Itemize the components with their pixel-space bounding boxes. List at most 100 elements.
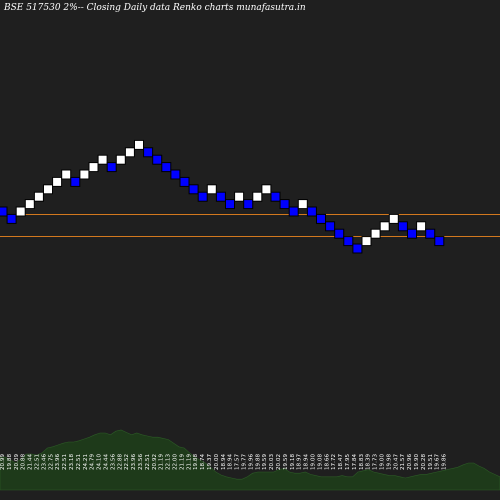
renko-brick-down — [325, 221, 336, 232]
renko-brick-up — [297, 199, 308, 210]
bottom-label: 17.95 — [345, 454, 351, 470]
bottom-label: 22.88 — [117, 454, 123, 470]
renko-brick-up — [134, 139, 144, 150]
renko-brick-down — [152, 154, 163, 165]
renko-brick-up — [43, 184, 53, 195]
bottom-label: 23.46 — [41, 454, 47, 470]
bottom-label: 17.57 — [235, 454, 241, 470]
bottom-label: 19.59 — [262, 454, 268, 470]
bottom-label: 19.86 — [442, 454, 448, 470]
renko-brick-down — [270, 191, 281, 202]
renko-brick-down — [161, 162, 172, 173]
bottom-label: 24.10 — [97, 454, 103, 470]
renko-brick-down — [279, 199, 290, 210]
renko-brick-up — [379, 221, 390, 232]
bottom-label: 18.47 — [338, 454, 344, 470]
bottom-label: 19.08 — [317, 454, 323, 470]
bottom-label: 19.51 — [428, 454, 434, 470]
renko-brick-up — [61, 169, 72, 180]
bottom-label: 18.66 — [324, 454, 330, 470]
bottom-label: 22.00 — [173, 454, 179, 470]
bottom-label: 18.97 — [297, 454, 303, 470]
renko-brick-down — [197, 191, 208, 202]
renko-brick-up — [370, 228, 381, 239]
bottom-label: 23.18 — [69, 454, 75, 470]
renko-brick-up — [388, 213, 399, 224]
renko-brick-up — [361, 236, 372, 247]
bottom-label: 22.51 — [35, 454, 41, 470]
bottom-label: 18.74 — [200, 454, 206, 470]
bottom-label: 20.92 — [152, 454, 158, 470]
renko-brick-down — [397, 221, 408, 232]
renko-brick-up — [52, 176, 63, 187]
bottom-label: 20.47 — [393, 454, 399, 470]
bottom-label: 17.73 — [373, 454, 379, 470]
bottom-label: 23.96 — [55, 454, 61, 470]
bottom-label: 22.51 — [76, 454, 82, 470]
bottom-label: 22.75 — [48, 454, 54, 470]
renko-brick-up — [252, 191, 263, 202]
bottom-label: 24.21 — [83, 454, 89, 470]
bottom-label: 19.90 — [414, 454, 420, 470]
bottom-label: 21.19 — [186, 454, 192, 470]
bottom-label: 23.56 — [138, 454, 144, 470]
bottom-label: 22.13 — [166, 454, 172, 470]
renko-brick-up — [124, 147, 135, 158]
renko-brick-up — [79, 169, 90, 180]
bottom-label: 19.88 — [193, 454, 199, 470]
bottom-label: 18.83 — [359, 454, 365, 470]
bottom-label: 20.09 — [14, 454, 20, 470]
bottom-label: 19.59 — [283, 454, 289, 470]
renko-brick-down — [215, 191, 226, 202]
renko-brick-up — [206, 184, 217, 195]
bottom-label: 19.96 — [248, 454, 254, 470]
renko-brick-down — [225, 199, 235, 210]
bottom-label: 20.96 — [407, 454, 413, 470]
renko-brick-down — [188, 184, 199, 195]
renko-brick-down — [352, 243, 363, 254]
renko-brick-up — [261, 184, 272, 195]
bottom-label: 21.44 — [28, 454, 34, 470]
bottom-label: 19.98 — [386, 454, 392, 470]
bottom-label: 18.94 — [221, 454, 227, 470]
bottom-label: 19.77 — [242, 454, 248, 470]
renko-brick-down — [143, 147, 154, 158]
renko-brick-down — [106, 162, 117, 173]
renko-brick-up — [97, 154, 108, 165]
bottom-label: 18.39 — [366, 454, 372, 470]
renko-brick-down — [334, 228, 345, 239]
bottom-label: 20.02 — [276, 454, 282, 470]
bottom-label: 23.56 — [110, 454, 116, 470]
renko-brick-down — [316, 213, 326, 224]
bottom-label: 20.00 — [214, 454, 220, 470]
renko-brick-down — [6, 213, 17, 224]
bottom-label: 22.51 — [62, 454, 68, 470]
bottom-label: 20.88 — [21, 454, 27, 470]
bottom-label: 19.88 — [255, 454, 261, 470]
renko-brick-down — [0, 206, 8, 217]
bottom-label: 20.03 — [269, 454, 275, 470]
bottom-label: 19.18 — [290, 454, 296, 470]
bottom-label: 20.28 — [421, 454, 427, 470]
renko-brick-up — [234, 191, 245, 202]
renko-brick-down — [70, 176, 81, 187]
bottom-label: 19.00 — [311, 454, 317, 470]
bottom-label: 22.51 — [145, 454, 151, 470]
bottom-label: 21.19 — [159, 454, 165, 470]
bottom-labels-layer: 20.99 19.88 20.09 20.88 21.44 22.51 23.46 22.75… — [0, 454, 448, 470]
bottom-label: 17.84 — [352, 454, 358, 470]
bottom-label: 17.72 — [331, 454, 337, 470]
renko-brick-down — [306, 206, 317, 217]
renko-brick-down — [343, 236, 354, 247]
renko-brick-up — [88, 162, 99, 173]
renko-brick-up — [416, 221, 427, 232]
bottom-label: 21.19 — [179, 454, 185, 470]
renko-brick-down — [425, 228, 436, 239]
bottom-label: 22.52 — [124, 454, 130, 470]
bottom-label: 19.67 — [435, 454, 441, 470]
renko-brick-down — [170, 169, 181, 180]
bottom-label: 19.88 — [7, 454, 13, 470]
bottom-label: 19.00 — [380, 454, 386, 470]
